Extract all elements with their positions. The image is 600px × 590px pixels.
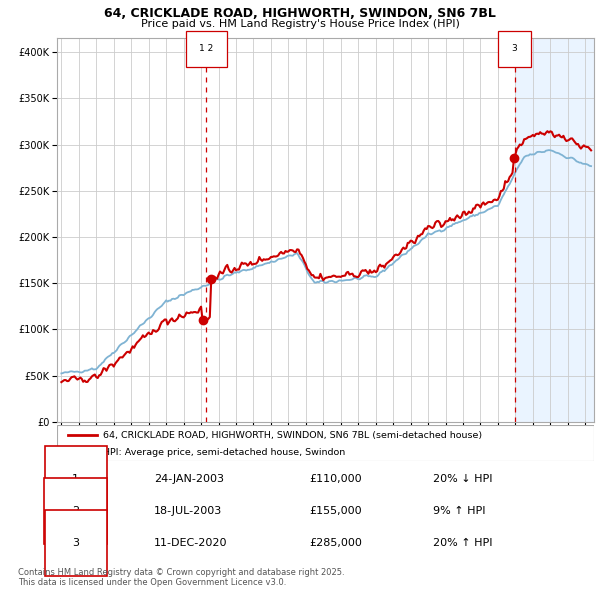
Text: 1: 1 xyxy=(72,474,79,484)
Text: 3: 3 xyxy=(512,44,517,53)
Text: HPI: Average price, semi-detached house, Swindon: HPI: Average price, semi-detached house,… xyxy=(103,448,345,457)
Text: 9% ↑ HPI: 9% ↑ HPI xyxy=(433,506,485,516)
Text: 20% ↓ HPI: 20% ↓ HPI xyxy=(433,474,493,484)
FancyBboxPatch shape xyxy=(57,425,594,461)
Text: £285,000: £285,000 xyxy=(310,538,362,548)
Text: Contains HM Land Registry data © Crown copyright and database right 2025.
This d: Contains HM Land Registry data © Crown c… xyxy=(18,568,344,587)
Text: 11-DEC-2020: 11-DEC-2020 xyxy=(154,538,227,548)
Text: 2: 2 xyxy=(72,506,79,516)
Text: £155,000: £155,000 xyxy=(310,506,362,516)
Text: 18-JUL-2003: 18-JUL-2003 xyxy=(154,506,222,516)
Text: 64, CRICKLADE ROAD, HIGHWORTH, SWINDON, SN6 7BL: 64, CRICKLADE ROAD, HIGHWORTH, SWINDON, … xyxy=(104,7,496,20)
Bar xyxy=(515,38,594,422)
Text: Price paid vs. HM Land Registry's House Price Index (HPI): Price paid vs. HM Land Registry's House … xyxy=(140,19,460,30)
Text: 24-JAN-2003: 24-JAN-2003 xyxy=(154,474,224,484)
Text: 64, CRICKLADE ROAD, HIGHWORTH, SWINDON, SN6 7BL (semi-detached house): 64, CRICKLADE ROAD, HIGHWORTH, SWINDON, … xyxy=(103,431,482,440)
Text: 1 2: 1 2 xyxy=(199,44,214,53)
Text: 20% ↑ HPI: 20% ↑ HPI xyxy=(433,538,493,548)
Text: £110,000: £110,000 xyxy=(310,474,362,484)
Text: 3: 3 xyxy=(72,538,79,548)
